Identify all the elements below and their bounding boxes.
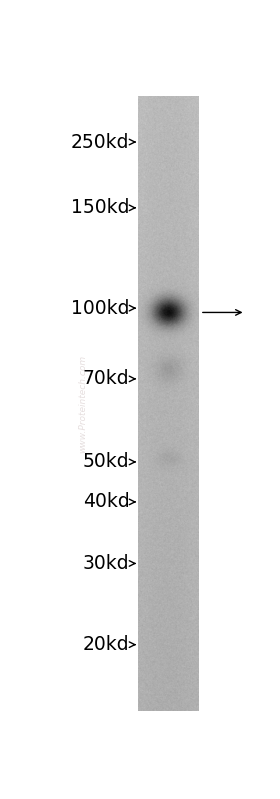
Text: 150kd: 150kd	[71, 198, 129, 217]
Text: www.Proteintech.com: www.Proteintech.com	[78, 355, 87, 452]
Text: 250kd: 250kd	[71, 133, 129, 152]
Text: 20kd: 20kd	[83, 635, 129, 654]
Text: 100kd: 100kd	[71, 299, 129, 318]
Text: 50kd: 50kd	[83, 452, 129, 471]
Text: 70kd: 70kd	[83, 369, 129, 388]
Text: 30kd: 30kd	[83, 554, 129, 573]
Text: 40kd: 40kd	[83, 492, 129, 511]
